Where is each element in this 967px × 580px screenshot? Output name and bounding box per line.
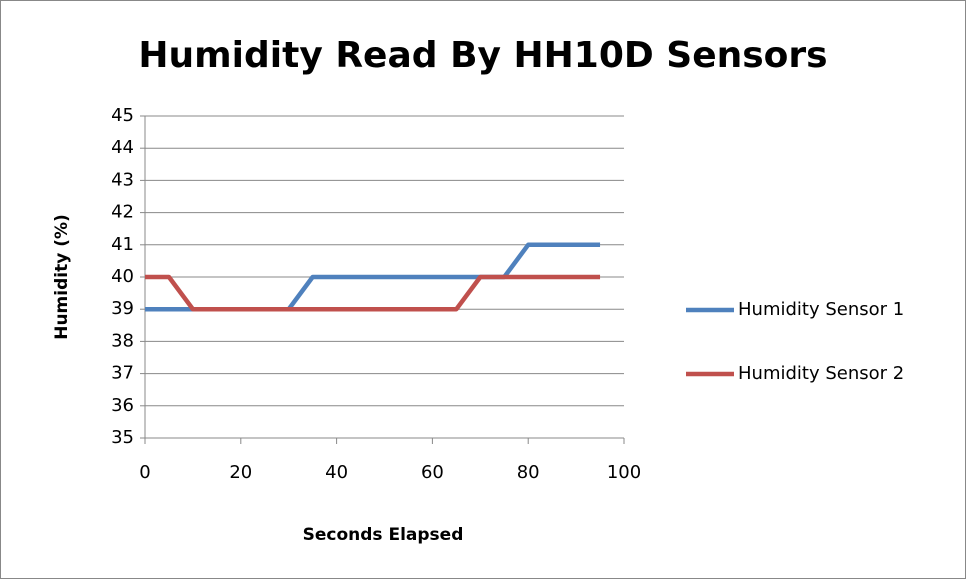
y-axis-title: Humidity (%) (52, 214, 72, 340)
y-tick-label: 41 (111, 234, 134, 255)
legend-label: Humidity Sensor 2 (738, 363, 904, 384)
x-tick-label: 20 (229, 462, 252, 483)
x-tick-label: 0 (139, 462, 150, 483)
series-line (145, 274, 601, 312)
y-tick-label: 37 (111, 363, 134, 384)
x-tick-label: 80 (517, 462, 540, 483)
y-tick-label: 42 (111, 202, 134, 223)
y-tick-label: 35 (111, 427, 134, 448)
x-tick-label: 100 (607, 462, 641, 483)
y-tick-label: 36 (111, 395, 134, 416)
y-tick-label: 44 (111, 137, 134, 158)
x-tick-label: 40 (325, 462, 348, 483)
y-tick-label: 39 (111, 298, 134, 319)
legend-label: Humidity Sensor 1 (738, 299, 904, 320)
chart-title: Humidity Read By HH10D Sensors (138, 35, 827, 76)
y-tick-label: 38 (111, 330, 134, 351)
x-axis-title: Seconds Elapsed (303, 525, 464, 545)
x-tick-label: 60 (421, 462, 444, 483)
y-tick-label: 45 (111, 105, 134, 126)
y-tick-label: 40 (111, 266, 134, 287)
y-tick-label: 43 (111, 169, 134, 190)
